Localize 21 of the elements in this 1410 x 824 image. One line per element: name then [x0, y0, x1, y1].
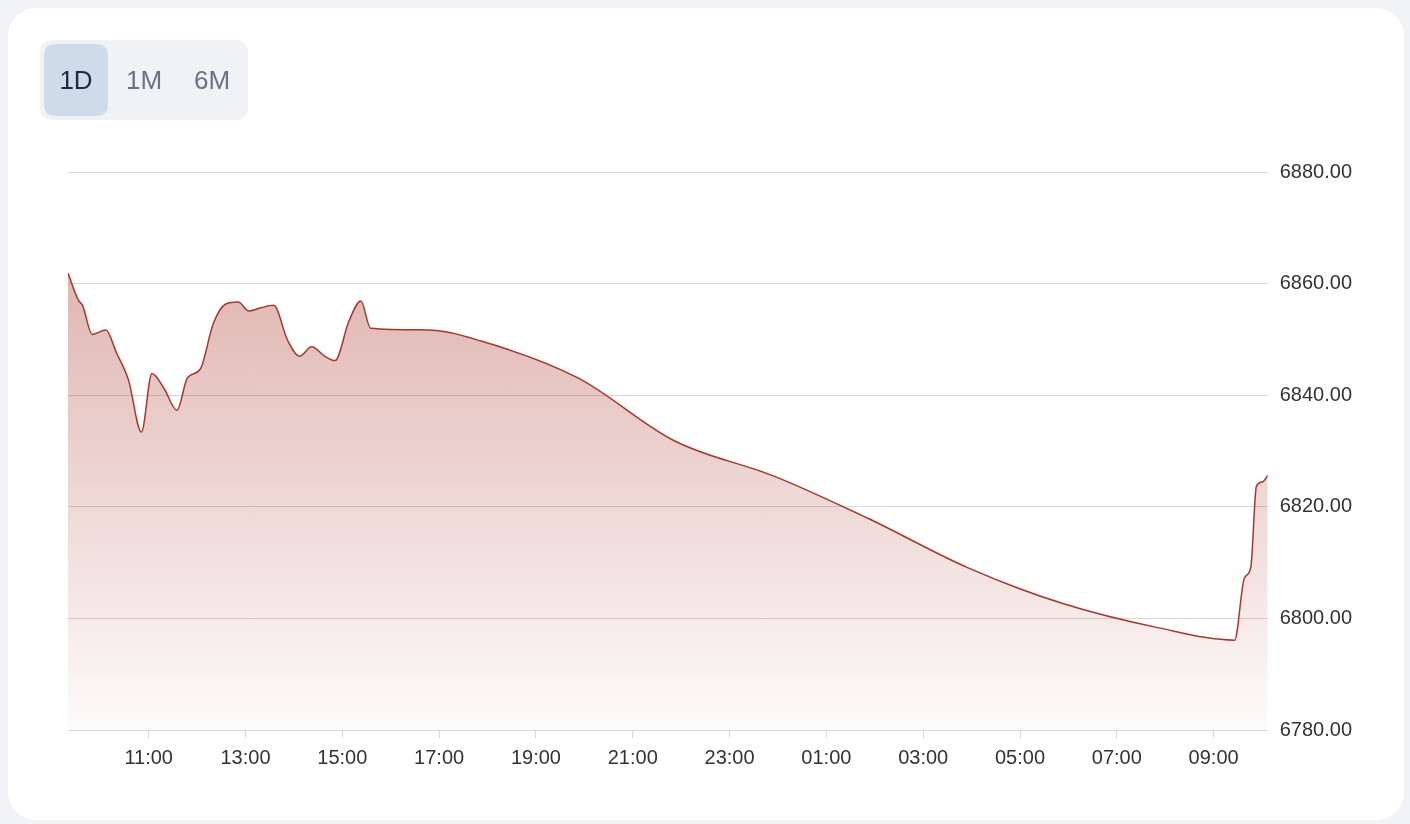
text: 6M: [192, 64, 232, 97]
y-tick-label: 6780.00: [1279, 717, 1352, 740]
x-tick-label: 15:00: [317, 745, 368, 768]
x-tick-label: 01:00: [801, 745, 852, 768]
x-tick-label: 03:00: [898, 745, 949, 768]
x-tick-label: 11:00: [124, 745, 173, 768]
x-tick-label: 05:00: [994, 745, 1046, 768]
y-tick-label: 6860.00: [1279, 271, 1352, 294]
x-tick-label: 13:00: [220, 745, 271, 768]
text: 1M: [124, 64, 164, 97]
y-tick-label: 6800.00: [1279, 605, 1352, 628]
y-tick-label: 6820.00: [1279, 494, 1352, 517]
x-tick-label: 09:00: [1188, 745, 1239, 768]
x-tick-label: 21:00: [607, 745, 658, 768]
y-tick-label: 6880.00: [1279, 159, 1352, 182]
text: 1D: [44, 44, 108, 116]
y-tick-label: 6840.00: [1279, 382, 1352, 405]
x-tick-label: 23:00: [704, 745, 755, 768]
x-tick-label: 17:00: [414, 745, 465, 768]
x-tick-label: 19:00: [510, 745, 561, 768]
x-tick-label: 07:00: [1091, 745, 1142, 768]
